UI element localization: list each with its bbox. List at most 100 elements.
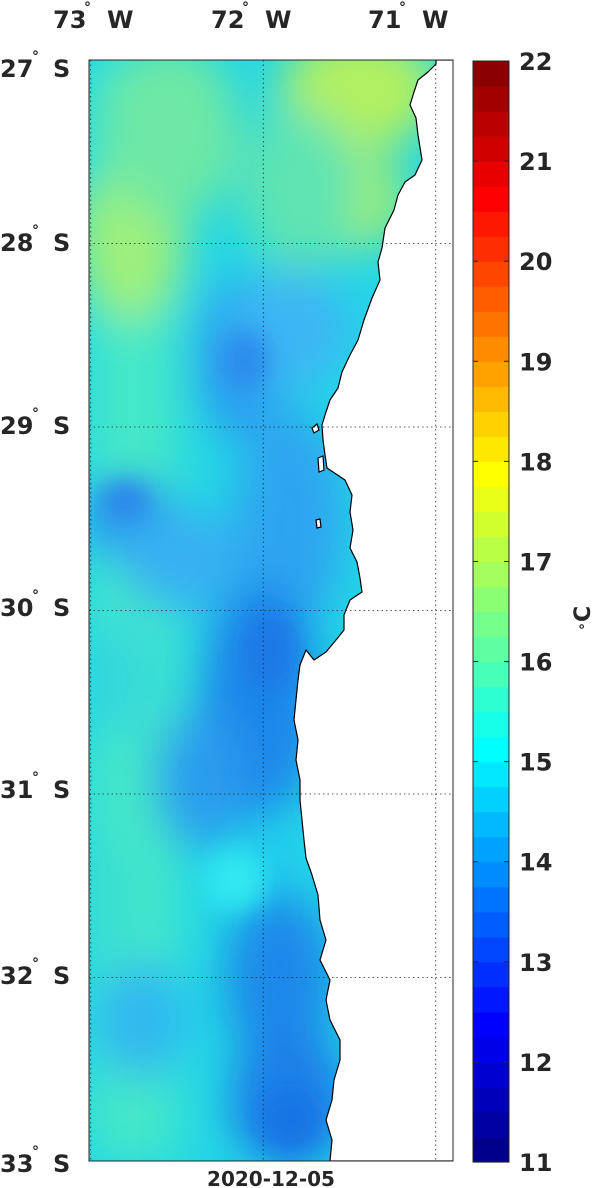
islands xyxy=(311,422,325,529)
island xyxy=(317,455,325,473)
lon-label-73w-deg: 73 xyxy=(53,6,86,34)
colorbar-step xyxy=(473,1036,509,1063)
lon-label-71w-hemi: W xyxy=(422,6,448,34)
colorbar-step xyxy=(473,86,509,112)
colorbar-step xyxy=(473,311,509,337)
lon-label-72w-degree-sign: ° xyxy=(242,0,249,16)
colorbar-step xyxy=(473,711,509,738)
colorbar-step xyxy=(473,386,509,412)
lat-label-29s-hemi: S xyxy=(53,412,70,440)
colorbar-step xyxy=(473,561,509,588)
colorbar-ticks: 11 12 13 14 15 16 17 18 19 20 21 22 xyxy=(473,48,552,1177)
lon-label-72w: 72 ° W xyxy=(211,0,291,34)
lat-label-31s-degree-sign: ° xyxy=(32,770,39,786)
lat-label-28s-hemi: S xyxy=(53,229,70,257)
colorbar-step xyxy=(473,461,509,487)
colorbar-frame xyxy=(472,60,510,1163)
colorbar-step xyxy=(473,836,509,863)
lat-label-32s: 32 ° S xyxy=(0,956,70,990)
colorbar-step xyxy=(473,861,509,888)
colorbar-tick-label-19: 19 xyxy=(519,348,552,376)
colorbar-step xyxy=(473,786,509,813)
lat-label-28s: 28 ° S xyxy=(0,223,70,257)
lat-label-27s-degree-sign: ° xyxy=(32,49,39,65)
lon-label-72w-hemi: W xyxy=(265,6,291,34)
lon-label-73w-degree-sign: ° xyxy=(84,0,91,16)
colorbar-tick-label-18: 18 xyxy=(519,448,552,476)
colorbar-step xyxy=(473,236,509,262)
date-label: 2020-12-05 xyxy=(207,1167,335,1188)
colorbar-tick-label-16: 16 xyxy=(519,649,552,677)
lat-label-27s-hemi: S xyxy=(53,55,70,83)
colorbar-step xyxy=(473,486,509,513)
colorbar-step xyxy=(473,161,509,187)
longitude-labels: 73 ° W 72 ° W 71 ° W xyxy=(53,0,448,34)
colorbar-step xyxy=(473,361,509,387)
lon-label-71w-degree-sign: ° xyxy=(399,0,406,16)
latitude-labels: 27 ° S 28 ° S 29 ° S 30 ° S 31 ° S 32 ° … xyxy=(0,49,70,1178)
map-gridlines xyxy=(89,59,453,1162)
colorbar-step xyxy=(473,1086,509,1113)
lat-label-32s-degree-sign: ° xyxy=(32,956,39,972)
colorbar: 11 12 13 14 15 16 17 18 19 20 21 22 ° C xyxy=(472,48,593,1177)
lon-label-71w: 71 ° W xyxy=(368,0,448,34)
colorbar-step xyxy=(473,736,509,763)
colorbar-unit-letter: C xyxy=(571,606,593,622)
colorbar-step xyxy=(473,686,509,713)
colorbar-step xyxy=(473,436,509,462)
lat-label-33s-degree-sign: ° xyxy=(32,1144,39,1160)
colorbar-step xyxy=(473,261,509,287)
colorbar-step xyxy=(473,761,509,788)
map-frame xyxy=(88,59,454,1162)
map-panel xyxy=(88,59,454,1162)
lat-label-27s: 27 ° S xyxy=(0,49,70,83)
colorbar-tick-label-21: 21 xyxy=(519,148,552,176)
lat-label-27s-deg: 27 xyxy=(0,55,33,83)
colorbar-unit: ° C xyxy=(571,606,593,630)
colorbar-step xyxy=(473,536,509,563)
lat-label-29s-degree-sign: ° xyxy=(32,406,39,422)
colorbar-step xyxy=(473,111,509,137)
colorbar-gradient xyxy=(473,61,509,1163)
colorbar-step xyxy=(473,1111,509,1138)
colorbar-step xyxy=(473,186,509,212)
lon-label-73w-hemi: W xyxy=(107,6,133,34)
lat-label-31s-hemi: S xyxy=(53,776,70,804)
colorbar-step xyxy=(473,586,509,613)
colorbar-step xyxy=(473,611,509,638)
lat-label-28s-degree-sign: ° xyxy=(32,223,39,239)
colorbar-step xyxy=(473,61,509,87)
colorbar-tick-label-20: 20 xyxy=(519,248,552,276)
lat-label-29s-deg: 29 xyxy=(0,412,33,440)
island xyxy=(315,518,322,529)
lat-label-30s-deg: 30 xyxy=(0,594,33,622)
colorbar-step xyxy=(473,961,509,988)
colorbar-tick-label-14: 14 xyxy=(519,849,552,877)
colorbar-step xyxy=(473,286,509,312)
colorbar-step xyxy=(473,636,509,663)
colorbar-step xyxy=(473,936,509,963)
colorbar-step xyxy=(473,211,509,237)
lon-label-71w-deg: 71 xyxy=(368,6,401,34)
colorbar-step xyxy=(473,1061,509,1088)
colorbar-step xyxy=(473,1136,509,1163)
island xyxy=(311,422,320,434)
colorbar-unit-degree: ° xyxy=(578,623,593,630)
colorbar-step xyxy=(473,411,509,437)
colorbar-tick-label-17: 17 xyxy=(519,548,552,576)
colorbar-step xyxy=(473,886,509,913)
lat-label-32s-deg: 32 xyxy=(0,962,33,990)
lat-label-31s: 31 ° S xyxy=(0,770,70,804)
colorbar-step xyxy=(473,811,509,838)
lat-label-33s-hemi: S xyxy=(53,1150,70,1178)
colorbar-tick-label-15: 15 xyxy=(519,749,552,777)
colorbar-step xyxy=(473,136,509,162)
colorbar-step xyxy=(473,336,509,362)
colorbar-step xyxy=(473,511,509,538)
colorbar-tick-label-22: 22 xyxy=(519,48,552,76)
lon-label-73w: 73 ° W xyxy=(53,0,133,34)
lat-label-30s-degree-sign: ° xyxy=(32,588,39,604)
colorbar-tick-label-12: 12 xyxy=(519,1049,552,1077)
colorbar-step xyxy=(473,911,509,938)
